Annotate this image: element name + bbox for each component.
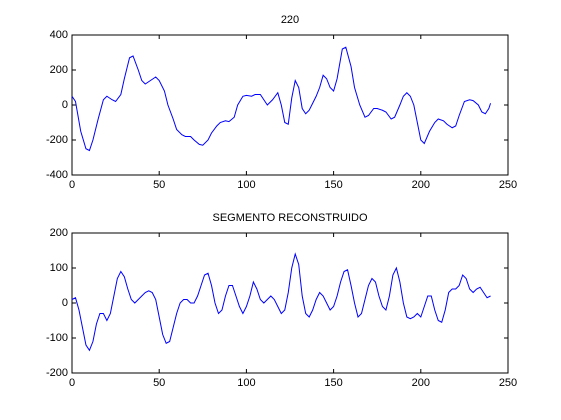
y-tick-label: -200 xyxy=(46,367,68,379)
x-tick-label: 100 xyxy=(237,179,255,191)
y-tick-label: 400 xyxy=(50,29,68,41)
x-tick-label: 0 xyxy=(69,179,75,191)
x-tick-label: 100 xyxy=(237,377,255,389)
y-tick-label: 0 xyxy=(62,297,68,309)
chart-title: 220 xyxy=(281,14,299,26)
x-tick-label: 150 xyxy=(324,179,342,191)
y-tick-label: -200 xyxy=(46,134,68,146)
x-tick-label: 0 xyxy=(69,377,75,389)
x-tick-label: 50 xyxy=(153,179,165,191)
y-tick-label: -100 xyxy=(46,332,68,344)
chart-title: SEGMENTO RECONSTRUIDO xyxy=(212,212,367,224)
x-tick-label: 250 xyxy=(499,179,517,191)
x-tick-label: 200 xyxy=(412,377,430,389)
y-tick-label: -400 xyxy=(46,169,68,181)
x-tick-label: 150 xyxy=(324,377,342,389)
y-tick-label: 0 xyxy=(62,99,68,111)
x-tick-label: 50 xyxy=(153,377,165,389)
data-line xyxy=(71,46,492,152)
plot-area xyxy=(71,232,509,374)
x-tick-label: 250 xyxy=(499,377,517,389)
y-tick-label: 200 xyxy=(50,64,68,76)
data-line xyxy=(71,252,491,352)
y-tick-label: 200 xyxy=(50,227,68,239)
y-tick-label: 100 xyxy=(50,262,68,274)
plot-area xyxy=(71,34,509,176)
x-tick-label: 200 xyxy=(412,179,430,191)
